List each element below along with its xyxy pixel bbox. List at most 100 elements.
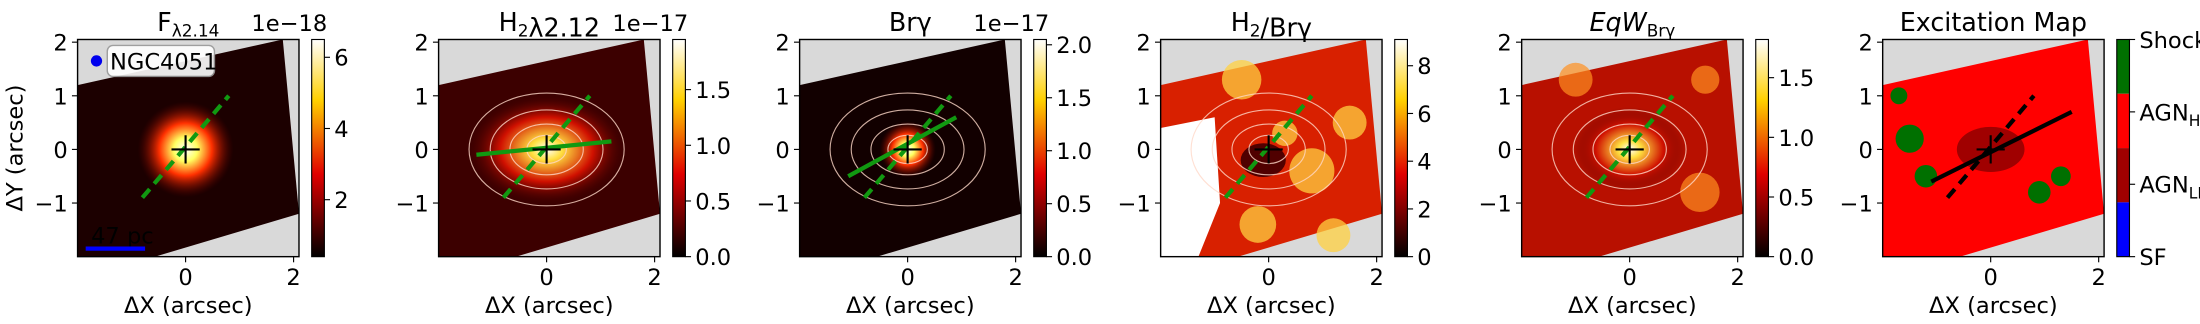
colorbar-tick-label: AGNLE <box>2139 173 2200 203</box>
colorbar-tick-label: 0 <box>1417 245 1431 271</box>
map <box>438 39 661 257</box>
colorbar <box>1755 38 1770 258</box>
axis-line <box>140 94 231 200</box>
y-tick-label: 1 <box>1858 84 1872 110</box>
colorbar-tick-label: 4 <box>1417 150 1431 176</box>
axes-frame <box>1159 38 1383 258</box>
x-tick-label: 0 <box>900 265 914 291</box>
y-tick-label: 2 <box>775 31 789 57</box>
x-tick-label: 0 <box>1983 265 1997 291</box>
emission <box>1221 59 1262 100</box>
category-text: AGN <box>2139 100 2188 126</box>
x-tick-label: 0 <box>539 265 553 291</box>
title-subscript: 2 <box>1250 21 1261 41</box>
contour <box>1190 92 1347 207</box>
y-tick-label: 1 <box>1136 84 1150 110</box>
y-tick-label: −1 <box>1840 191 1873 217</box>
colorbar-tick-label: 6 <box>1417 102 1431 128</box>
y-tick-label: −1 <box>34 191 67 217</box>
colorbar-segment <box>2116 202 2130 257</box>
x-axis-label: ΔX (arcsec) <box>1568 293 1697 319</box>
colorbar <box>1394 38 1408 258</box>
category-text: AGN <box>2139 173 2188 199</box>
emission <box>1239 206 1277 243</box>
colorbar-segment <box>2116 93 2130 149</box>
contour <box>1211 109 1326 190</box>
contour <box>850 109 965 190</box>
colorbar-tick-label: 0.5 <box>1778 185 1814 211</box>
nucleus-marker <box>532 135 561 164</box>
contour <box>1551 92 1708 207</box>
y-tick-label: −1 <box>395 191 428 217</box>
x-axis-label: ΔX (arcsec) <box>1929 293 2058 319</box>
region <box>1914 164 1938 188</box>
title-text: Excitation Map <box>1900 7 2087 37</box>
x-tick-label: 2 <box>1730 265 1744 291</box>
colorbar-tick-label: 0.5 <box>695 189 731 215</box>
panel: NGC4051 47 pc 0 2 −1 0 1 2 ΔX (arcsec) ΔY (arcsec… <box>3 7 349 319</box>
title-text: F <box>157 7 172 37</box>
colorbar-tick-label: 0.0 <box>1778 245 1814 271</box>
y-tick-label: 2 <box>1858 31 1872 57</box>
title-text: H <box>1231 7 1250 37</box>
contour <box>468 92 625 207</box>
axis-line <box>1945 94 2036 200</box>
emission <box>1272 120 1298 147</box>
colorbar-tick-label: 1.0 <box>1778 126 1814 152</box>
colorbar-tick-label: 1.0 <box>695 134 731 160</box>
category-subscript: LE <box>2189 184 2200 202</box>
title-text: Brγ <box>889 7 932 37</box>
region <box>1890 87 1908 105</box>
colorbar-tick-label: 1.5 <box>695 78 731 104</box>
y-tick-label: −1 <box>756 191 789 217</box>
emission <box>1240 143 1286 178</box>
marker <box>90 55 103 67</box>
axes-frame <box>437 38 661 258</box>
x-tick-label: 2 <box>286 265 300 291</box>
colorbar-tick-label: SF <box>2139 245 2166 271</box>
y-tick-label: −1 <box>1118 191 1151 217</box>
emission <box>1316 218 1351 253</box>
chart-title: Brγ <box>889 7 932 37</box>
region <box>2051 166 2071 187</box>
x-axis-label: ΔX (arcsec) <box>485 293 614 319</box>
title-subscript: λ2.14 <box>172 21 220 41</box>
y-tick-label: 2 <box>1497 31 1511 57</box>
colorbar-tick-label: 2.0 <box>1056 33 1092 59</box>
colorbar-tick-label: 0.0 <box>1056 245 1092 271</box>
contour <box>870 123 945 176</box>
colorbar-segment <box>2116 39 2130 94</box>
axes-frame <box>1881 38 2105 258</box>
contour <box>1592 123 1667 176</box>
chart-title: H2λ2.12 <box>499 7 600 43</box>
nucleus-marker <box>893 135 922 164</box>
label-box <box>106 44 216 78</box>
nucleus-marker <box>1976 135 2005 164</box>
y-tick-label: 0 <box>414 138 428 164</box>
annotation: NGC4051 <box>110 49 217 75</box>
title-subscript: 2 <box>518 21 529 41</box>
contour <box>1572 109 1687 190</box>
y-tick-label: 1 <box>1497 84 1511 110</box>
y-tick-label: 2 <box>1136 31 1150 57</box>
title-text: λ2.12 <box>528 13 600 43</box>
contour <box>829 92 986 207</box>
axes-frame <box>76 38 300 258</box>
y-tick-label: 1 <box>775 84 789 110</box>
y-tick-label: 0 <box>1136 138 1150 164</box>
y-axis-label: ΔY (arcsec) <box>3 85 29 212</box>
axes-frame <box>798 38 1022 258</box>
colorbar-tick-label: 4 <box>334 117 348 143</box>
title-text: /Brγ <box>1261 13 1312 43</box>
axis-line <box>1930 109 2073 184</box>
axis-line <box>862 94 953 200</box>
axis-line <box>1223 94 1314 200</box>
axis-line <box>501 94 592 200</box>
y-tick-label: 2 <box>414 31 428 57</box>
y-tick-label: −1 <box>1479 191 1512 217</box>
colorbar-tick-label: Shock <box>2139 28 2200 54</box>
colorbar-tick-label: 2 <box>1417 197 1431 223</box>
category-text: Shock <box>2139 28 2200 54</box>
title-text: EqW <box>1589 7 1647 37</box>
